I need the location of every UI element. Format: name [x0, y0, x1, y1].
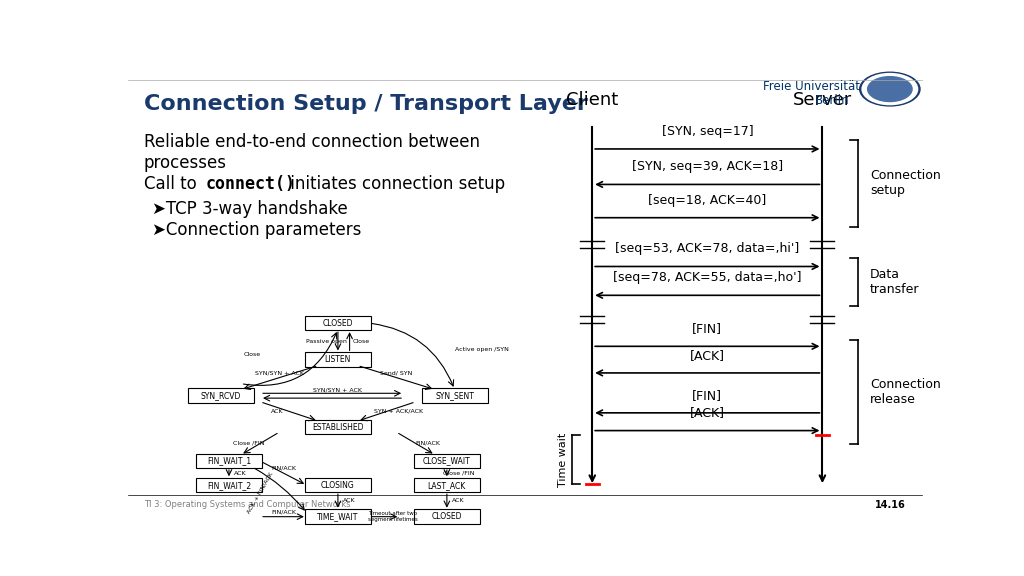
Text: SYN_SENT: SYN_SENT: [435, 391, 474, 400]
Text: Connection
setup: Connection setup: [870, 169, 941, 198]
Text: Client: Client: [566, 91, 618, 109]
Text: FIN_WAIT_1: FIN_WAIT_1: [207, 457, 251, 465]
Text: Close: Close: [352, 339, 370, 344]
Text: [SYN, seq=39, ACK=18]: [SYN, seq=39, ACK=18]: [632, 160, 783, 173]
Text: ACK: ACK: [271, 409, 284, 414]
Text: LAST_ACK: LAST_ACK: [428, 481, 466, 490]
Text: Close /FIN: Close /FIN: [442, 471, 474, 476]
Text: Send/ SYN: Send/ SYN: [380, 370, 413, 375]
Text: ESTABLISHED: ESTABLISHED: [312, 423, 364, 431]
Text: connect(): connect(): [206, 175, 296, 193]
FancyBboxPatch shape: [305, 420, 371, 434]
Text: ACK: ACK: [343, 498, 356, 503]
Text: [SYN, seq=17]: [SYN, seq=17]: [662, 125, 753, 138]
Text: ACK: ACK: [453, 498, 465, 503]
Circle shape: [860, 72, 920, 106]
Text: CLOSED: CLOSED: [323, 319, 353, 328]
Text: Connection Setup / Transport Layer: Connection Setup / Transport Layer: [143, 93, 588, 113]
Text: CLOSE_WAIT: CLOSE_WAIT: [423, 457, 471, 465]
Text: FIN/ACK: FIN/ACK: [271, 466, 296, 471]
FancyBboxPatch shape: [414, 454, 480, 468]
Text: Server: Server: [793, 91, 852, 109]
FancyBboxPatch shape: [305, 509, 371, 524]
Text: Freie Universität: Freie Universität: [763, 80, 860, 93]
Text: FIN_WAIT_2: FIN_WAIT_2: [207, 481, 251, 490]
Text: ACK: ACK: [234, 471, 247, 476]
Text: Active open /SYN: Active open /SYN: [455, 347, 509, 353]
FancyBboxPatch shape: [422, 388, 487, 403]
Text: CLOSING: CLOSING: [322, 481, 354, 490]
Text: Connection
release: Connection release: [870, 378, 941, 406]
Text: SYN/SYN + ACK: SYN/SYN + ACK: [255, 370, 304, 375]
Text: [seq=78, ACK=55, data=,ho']: [seq=78, ACK=55, data=,ho']: [613, 271, 802, 284]
Text: Time wait: Time wait: [558, 433, 568, 487]
Text: LISTEN: LISTEN: [325, 355, 351, 364]
Text: ➤TCP 3-way handshake: ➤TCP 3-way handshake: [152, 200, 347, 218]
FancyBboxPatch shape: [305, 316, 371, 331]
FancyBboxPatch shape: [414, 478, 480, 492]
Text: TIME_WAIT: TIME_WAIT: [317, 512, 358, 521]
Text: FIN/ACK: FIN/ACK: [415, 441, 440, 446]
Text: SYN_RCVD: SYN_RCVD: [201, 391, 242, 400]
Text: Close: Close: [244, 352, 261, 357]
Text: SYN/SYN + ACK: SYN/SYN + ACK: [313, 387, 362, 392]
Text: Call to: Call to: [143, 175, 202, 193]
Circle shape: [862, 74, 918, 105]
Text: Reliable end-to-end connection between
processes: Reliable end-to-end connection between p…: [143, 134, 480, 172]
Text: Berlin: Berlin: [814, 93, 849, 107]
Circle shape: [867, 77, 912, 101]
Text: Timeout after two
segment lifetimes: Timeout after two segment lifetimes: [368, 511, 417, 522]
Text: [seq=53, ACK=78, data=,hi']: [seq=53, ACK=78, data=,hi']: [615, 242, 800, 255]
Text: FIN/ACK: FIN/ACK: [271, 509, 296, 514]
Text: SYN + ACK/ACK: SYN + ACK/ACK: [374, 409, 423, 414]
FancyBboxPatch shape: [414, 509, 480, 524]
Text: Close /FIN: Close /FIN: [232, 441, 264, 446]
Text: 14.16: 14.16: [874, 500, 905, 510]
FancyBboxPatch shape: [196, 478, 262, 492]
Text: [ACK]: [ACK]: [690, 407, 725, 419]
FancyBboxPatch shape: [305, 478, 371, 492]
Text: Data
transfer: Data transfer: [870, 268, 920, 296]
Text: CLOSED: CLOSED: [432, 512, 462, 521]
FancyBboxPatch shape: [305, 352, 371, 367]
Text: ACK + FIN/ACK: ACK + FIN/ACK: [246, 471, 274, 514]
Text: [FIN]: [FIN]: [692, 322, 722, 335]
Text: ➤Connection parameters: ➤Connection parameters: [152, 221, 361, 239]
FancyBboxPatch shape: [196, 454, 262, 468]
Text: [seq=18, ACK=40]: [seq=18, ACK=40]: [648, 194, 766, 207]
Text: TI 3: Operating Systems and Computer Networks: TI 3: Operating Systems and Computer Net…: [143, 500, 350, 509]
Text: [ACK]: [ACK]: [690, 349, 725, 362]
Text: initiates connection setup: initiates connection setup: [285, 175, 505, 193]
Text: Passive open: Passive open: [306, 339, 347, 344]
Text: [FIN]: [FIN]: [692, 389, 722, 402]
FancyBboxPatch shape: [188, 388, 254, 403]
